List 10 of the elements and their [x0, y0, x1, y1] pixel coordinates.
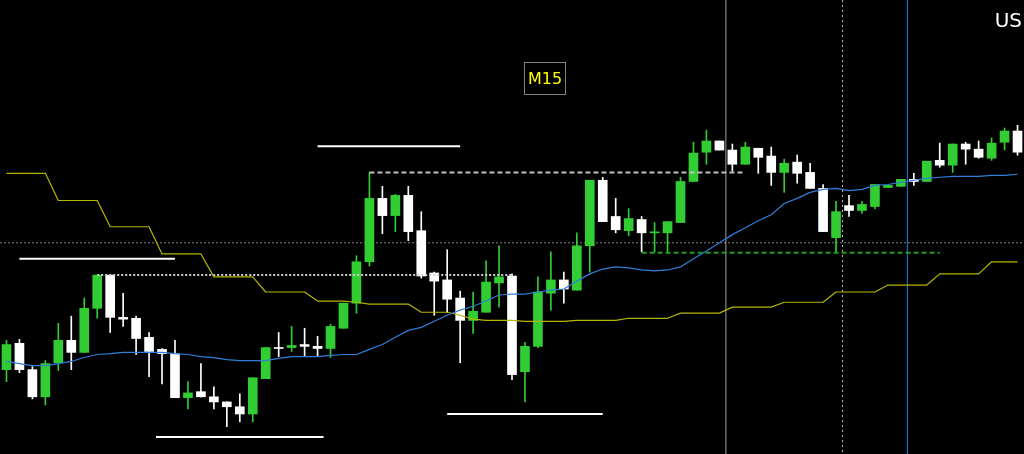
candlestick — [494, 245, 504, 308]
candlestick — [183, 381, 193, 410]
candlestick — [196, 363, 206, 398]
text: US — [994, 8, 1022, 32]
candlestick — [222, 401, 232, 427]
candlestick — [273, 332, 284, 357]
text: M15 — [524, 62, 567, 95]
candlestick — [546, 251, 556, 311]
candlestick — [118, 292, 128, 327]
candlestick — [934, 142, 945, 168]
